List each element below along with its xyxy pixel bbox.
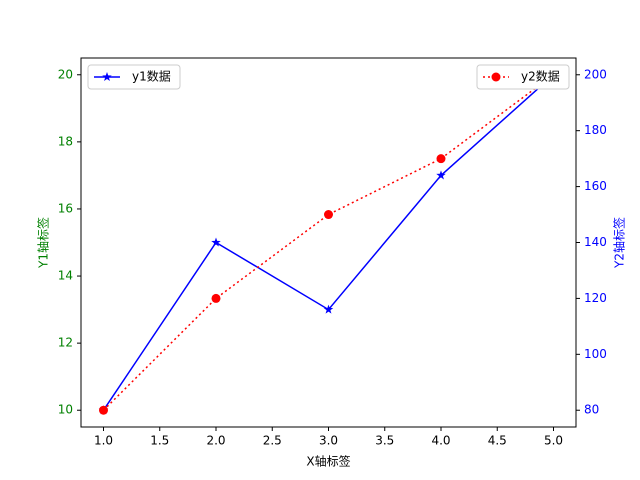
marker <box>99 405 108 415</box>
marker <box>436 154 446 164</box>
legend-marker <box>491 72 501 82</box>
y2-tick-label: 100 <box>584 347 607 361</box>
legend-box <box>87 64 181 90</box>
x-tick-label: 4.5 <box>488 434 507 448</box>
y-tick-label: 18 <box>58 134 73 148</box>
legend-box <box>476 64 570 90</box>
x-tick-label: 4.0 <box>431 434 450 448</box>
marker <box>211 293 221 303</box>
y-tick-label: 10 <box>58 403 73 417</box>
series-line <box>102 74 554 411</box>
y2-tick-label: 180 <box>584 123 607 137</box>
y2-axis-label: Y2轴标签 <box>612 217 627 269</box>
y2-tick-label: 120 <box>584 291 607 305</box>
y2-tick-label: 200 <box>584 67 607 81</box>
legend-marker <box>102 72 112 82</box>
legend-label: y2数据 <box>521 69 560 84</box>
x-tick-label: 3.0 <box>319 434 338 448</box>
marker <box>323 304 334 314</box>
y2-tick-label: 140 <box>584 235 607 249</box>
y-axis-label: Y1轴标签 <box>36 217 51 269</box>
x-tick-label: 3.5 <box>375 434 394 448</box>
x-tick-label: 2.0 <box>206 434 225 448</box>
marker <box>324 210 333 220</box>
y2-tick-label: 80 <box>584 403 599 417</box>
y-tick-label: 16 <box>58 201 73 215</box>
legend-label: y1数据 <box>132 69 171 84</box>
y2-tick-label: 160 <box>584 179 607 193</box>
marker <box>436 170 446 180</box>
marker <box>211 237 221 247</box>
x-tick-label: 5.0 <box>544 434 563 448</box>
y-tick-label: 20 <box>58 67 73 81</box>
y-tick-label: 12 <box>58 336 73 350</box>
y-tick-label: 14 <box>58 269 73 283</box>
x-tick-label: 2.5 <box>263 434 282 448</box>
x-axis-label: X轴标签 <box>306 454 350 469</box>
x-tick-label: 1.0 <box>94 434 113 448</box>
x-tick-label: 1.5 <box>150 434 169 448</box>
